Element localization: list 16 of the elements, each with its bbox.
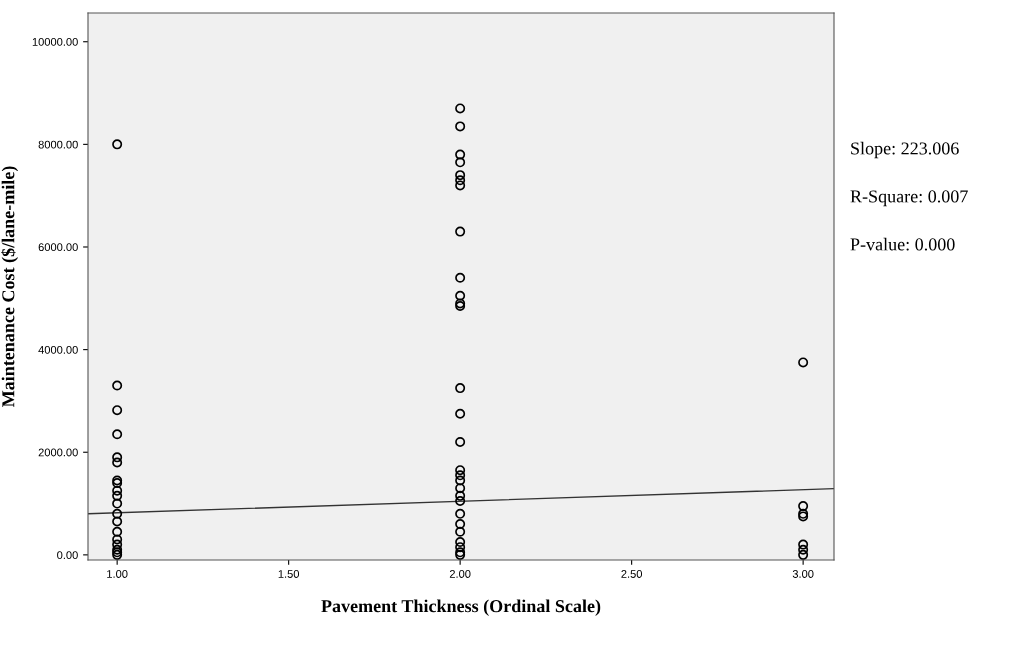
- text: Slope: 223.006: [851, 141, 959, 159]
- x-axis-title: Pavement Thickness (Ordinal Scale): [321, 599, 601, 616]
- text: R-Square: 0.007: [850, 190, 968, 207]
- y-tick-label: 2000.00: [38, 448, 78, 457]
- y-tick-label: 0.00: [57, 551, 78, 559]
- text: P-value: 0.000: [850, 237, 955, 251]
- y-tick-label: 6000.00: [38, 243, 78, 252]
- y-tick-label: 4000.00: [38, 345, 78, 354]
- x-tick-label: 1.50: [278, 570, 300, 578]
- x-tick-label: 2.50: [621, 570, 643, 578]
- x-tick-label: 2.00: [449, 570, 471, 578]
- y-tick-label: 8000.00: [38, 140, 78, 149]
- x-tick-label: 3.00: [792, 570, 814, 578]
- x-tick-label: 1.00: [107, 570, 128, 578]
- y-tick-label: 10000.00: [32, 38, 78, 46]
- y-axis-title: Maintenance Cost ($/lane-mile): [1, 166, 19, 408]
